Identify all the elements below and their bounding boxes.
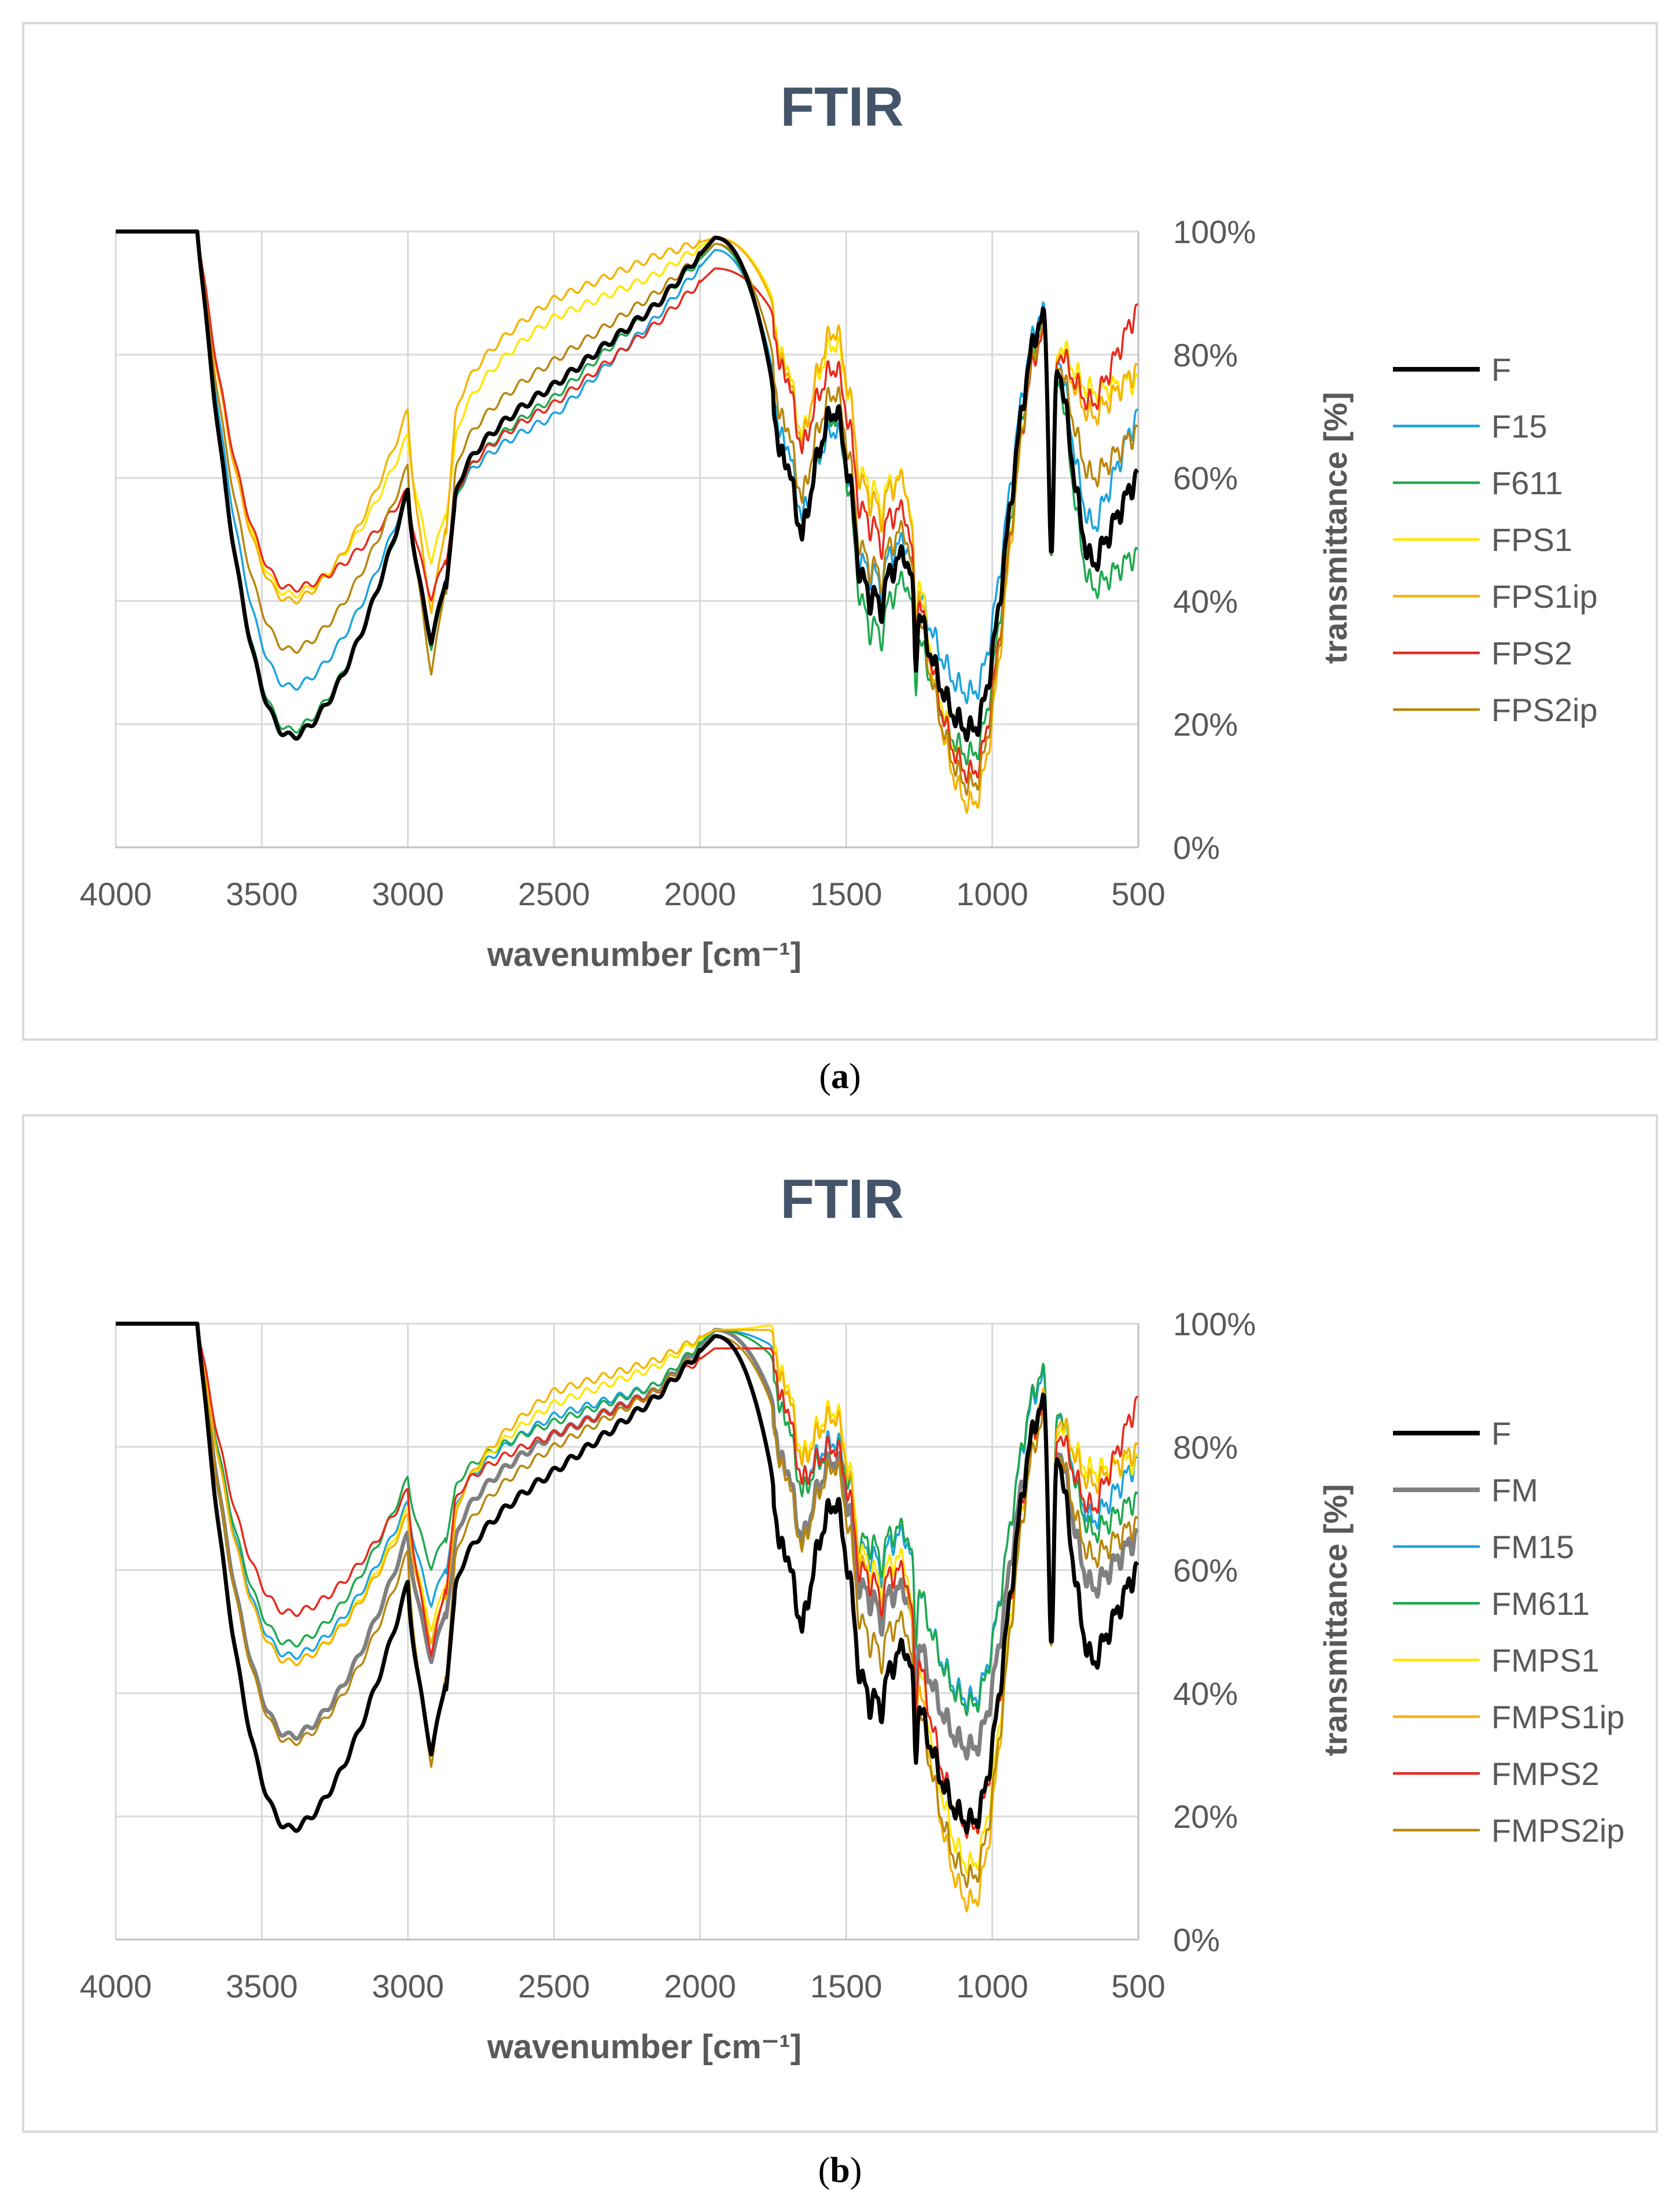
y-tick-label: 60% xyxy=(1173,460,1238,497)
x-axis-label: wavenumber [cm⁻¹] xyxy=(487,2028,802,2066)
legend-label-fps2ip: FPS2ip xyxy=(1491,692,1598,728)
x-tick-label: 3000 xyxy=(372,1968,444,2004)
chart-panel-a: FTIR 4000 3500 3000 2500 2000 1500 1000 500 0% 20%… xyxy=(22,22,1658,1041)
chart-panel-b: FTIR 4000 3500 3000 2500 2000 1500 1000 500 0% 20%… xyxy=(22,1114,1658,2133)
legend-label-fmps1ip: FMPS1ip xyxy=(1491,1699,1624,1735)
chart-title: FTIR xyxy=(780,76,903,138)
series-line-fps2 xyxy=(115,230,1139,784)
x-tick-label: 1000 xyxy=(956,1968,1028,2004)
x-tick-label: 3500 xyxy=(226,1968,298,2004)
y-tick-label: 0% xyxy=(1173,1922,1220,1958)
y-tick-label: 0% xyxy=(1173,829,1220,866)
x-tick-label: 2000 xyxy=(664,876,736,912)
series-line-fps2ip xyxy=(115,230,1138,796)
series-line-fmps2 xyxy=(115,1323,1139,1839)
caption-a-label: a xyxy=(831,1057,849,1096)
caption-b: (b) xyxy=(818,2151,862,2190)
legend-label-fmps2: FMPS2 xyxy=(1491,1755,1600,1792)
series-line-fmps1ip xyxy=(115,1323,1138,1912)
legend-label-fps2: FPS2 xyxy=(1491,635,1572,671)
legend-label-fm15: FM15 xyxy=(1491,1529,1574,1565)
series-line-fm611 xyxy=(115,1323,1138,1717)
x-tick-label: 1500 xyxy=(810,876,883,912)
x-axis-label: wavenumber [cm⁻¹] xyxy=(487,936,802,974)
y-tick-label: 20% xyxy=(1173,706,1238,743)
x-tick-label: 3000 xyxy=(372,876,444,912)
y-tick-label: 60% xyxy=(1173,1552,1238,1589)
y-axis-label: transmittance [%] xyxy=(1317,392,1354,664)
series-line-f15 xyxy=(115,230,1139,704)
y-tick-label: 80% xyxy=(1173,1429,1238,1466)
legend-label-f611: F611 xyxy=(1491,465,1563,501)
legend-label-f: F xyxy=(1491,1415,1511,1452)
x-tick-label: 2000 xyxy=(664,1968,736,2004)
legend-label-f: F xyxy=(1491,351,1511,388)
y-tick-label: 40% xyxy=(1173,1675,1238,1711)
series-line-f611 xyxy=(115,230,1138,766)
series-line-fps1ip xyxy=(115,230,1138,814)
y-tick-label: 80% xyxy=(1173,337,1238,373)
x-tick-label: 1000 xyxy=(956,876,1028,912)
x-tick-label: 2500 xyxy=(518,876,590,912)
caption-b-label: b xyxy=(830,2151,850,2190)
x-tick-label: 2500 xyxy=(518,1968,590,2004)
legend-label-fm611: FM611 xyxy=(1491,1585,1590,1622)
x-tick-label: 1500 xyxy=(810,1968,883,2004)
legend-label-fps1ip: FPS1ip xyxy=(1491,578,1598,615)
series-line-f xyxy=(115,229,1139,743)
legend-label-f15: F15 xyxy=(1491,408,1547,445)
y-axis-label: transmittance [%] xyxy=(1317,1484,1354,1756)
series-group xyxy=(115,1321,1139,1912)
x-tick-label: 500 xyxy=(1111,876,1165,912)
y-tick-label: 20% xyxy=(1173,1798,1238,1835)
caption-a: (a) xyxy=(819,1057,861,1096)
y-tick-label: 100% xyxy=(1173,214,1256,250)
chart-title: FTIR xyxy=(780,1168,903,1230)
legend-label-fps1: FPS1 xyxy=(1491,521,1572,558)
x-tick-label: 4000 xyxy=(80,1968,152,2004)
x-tick-label: 4000 xyxy=(80,876,152,912)
legend-label-fmps2ip: FMPS2ip xyxy=(1491,1812,1624,1849)
legend-label-fm: FM xyxy=(1491,1472,1538,1508)
series-line-f xyxy=(115,1321,1139,1835)
legend-label-fmps1: FMPS1 xyxy=(1491,1642,1600,1679)
x-tick-label: 500 xyxy=(1111,1968,1165,2004)
series-group xyxy=(115,229,1139,814)
y-tick-label: 100% xyxy=(1173,1306,1256,1342)
x-tick-label: 3500 xyxy=(226,876,298,912)
series-line-fmps2ip xyxy=(115,1323,1138,1889)
y-tick-label: 40% xyxy=(1173,583,1238,619)
